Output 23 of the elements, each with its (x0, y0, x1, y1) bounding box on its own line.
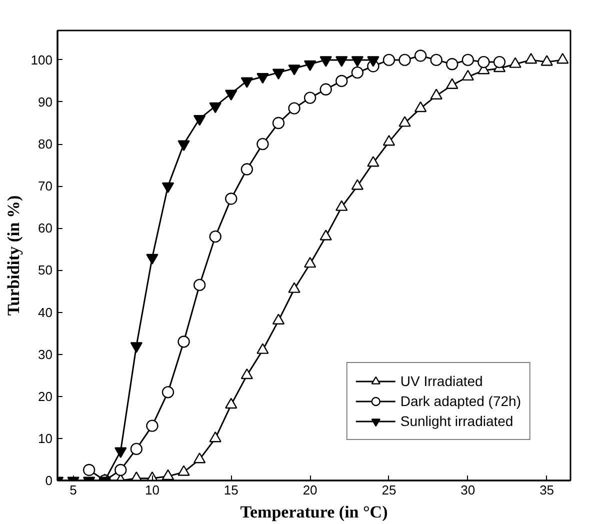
y-axis-title: Turbidity (in %) (4, 195, 23, 316)
y-tick-label: 10 (38, 430, 53, 446)
x-tick-label: 5 (70, 482, 77, 498)
y-tick-label: 90 (38, 94, 53, 110)
y-tick-label: 50 (38, 262, 53, 278)
x-tick-label: 25 (382, 482, 396, 498)
x-axis-title: Temperature (in °C) (240, 502, 388, 522)
x-tick-label: 15 (224, 482, 238, 498)
x-tick-label: 30 (460, 482, 476, 498)
legend-label: Sunlight irradiated (400, 413, 514, 429)
y-tick-label: 30 (38, 346, 53, 362)
y-tick-label: 80 (38, 136, 53, 152)
y-tick-label: 100 (30, 52, 53, 68)
legend-label: Dark adapted (72h) (400, 393, 521, 409)
x-tick-label: 10 (144, 482, 160, 498)
y-tick-label: 70 (38, 178, 53, 194)
y-tick-label: 40 (38, 304, 53, 320)
x-tick-label: 35 (540, 482, 554, 498)
x-tick-label: 20 (302, 482, 318, 498)
y-tick-label: 20 (38, 388, 53, 404)
y-tick-label: 0 (45, 473, 53, 488)
y-tick-label: 60 (38, 220, 53, 236)
legend-label: UV Irradiated (400, 373, 483, 389)
